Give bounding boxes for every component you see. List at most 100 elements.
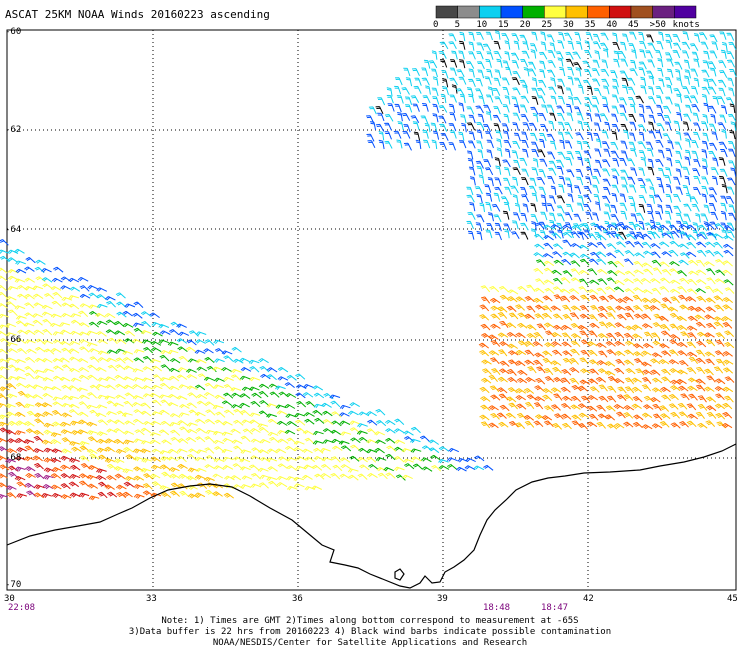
wind-barb xyxy=(178,331,190,337)
wind-barb xyxy=(140,410,152,417)
wind-barb xyxy=(592,212,599,221)
wind-barb xyxy=(421,67,429,77)
wind-barb xyxy=(431,139,438,150)
wind-barb xyxy=(302,448,313,454)
wind-barb xyxy=(683,113,692,122)
wind-barb xyxy=(494,222,502,232)
wind-barb xyxy=(562,231,573,238)
wind-barb xyxy=(195,339,206,344)
wind-barb xyxy=(696,241,707,248)
wind-barb xyxy=(615,241,626,248)
wind-barb xyxy=(675,160,683,169)
wind-barb xyxy=(675,69,681,79)
wind-barb xyxy=(231,346,242,353)
wind-barb xyxy=(710,167,719,176)
wind-barb xyxy=(700,213,709,222)
wind-barb xyxy=(276,410,288,415)
wind-barb xyxy=(420,457,432,463)
wind-barb xyxy=(540,41,547,51)
wind-barb xyxy=(475,160,484,169)
wind-barb xyxy=(60,285,72,290)
wind-barb xyxy=(480,323,491,331)
wind-barb xyxy=(359,464,370,471)
wind-barb xyxy=(647,42,656,51)
wind-barb xyxy=(43,429,54,435)
wind-barb xyxy=(197,482,208,489)
wind-barb xyxy=(149,392,160,398)
wind-barb xyxy=(542,388,553,394)
wind-barb xyxy=(629,132,636,142)
wind-barb xyxy=(695,411,705,419)
wind-barb xyxy=(707,61,717,70)
wind-barb xyxy=(113,428,125,434)
wind-barb xyxy=(410,448,422,453)
wind-barb xyxy=(695,378,706,385)
wind-barb xyxy=(566,183,573,193)
wind-barb xyxy=(60,483,71,490)
wind-barb xyxy=(659,405,670,412)
wind-barb xyxy=(638,150,646,159)
wind-barb xyxy=(432,130,440,140)
wind-barb xyxy=(133,322,144,328)
wind-barb xyxy=(526,324,537,331)
wind-barb xyxy=(633,234,645,240)
wind-barb xyxy=(543,224,554,230)
wind-barb xyxy=(41,268,52,273)
wind-barb xyxy=(458,50,465,60)
wind-barb xyxy=(88,292,99,299)
wind-barb xyxy=(491,204,501,212)
wind-barb xyxy=(41,402,53,408)
wind-barb xyxy=(669,368,680,374)
wind-barb xyxy=(637,141,647,149)
wind-barb xyxy=(483,124,491,133)
wind-barb xyxy=(134,429,145,436)
wind-barb xyxy=(722,411,733,419)
wind-barb xyxy=(640,277,651,284)
wind-barb xyxy=(503,201,511,211)
wind-barb xyxy=(203,376,215,382)
wind-barb xyxy=(612,78,619,88)
wind-barb xyxy=(59,322,71,327)
lon-label: 33 xyxy=(146,594,157,604)
wind-barb xyxy=(24,372,35,380)
wind-barb xyxy=(556,166,564,175)
wind-barb xyxy=(672,34,681,43)
wind-barb xyxy=(160,350,172,355)
wind-barb xyxy=(105,329,117,335)
wind-barb xyxy=(449,67,457,77)
wind-barb xyxy=(643,250,654,256)
wind-barb xyxy=(627,86,636,95)
wind-barb xyxy=(729,103,736,113)
wind-barb xyxy=(149,473,161,479)
wind-barb xyxy=(77,429,88,435)
wind-barb xyxy=(487,212,494,222)
wind-barb xyxy=(557,131,565,141)
wind-barb xyxy=(104,296,116,301)
wind-barb xyxy=(4,403,16,409)
wind-barb xyxy=(61,302,73,308)
wind-barb xyxy=(543,267,554,274)
wind-barb xyxy=(670,422,681,429)
wind-barb xyxy=(204,464,215,470)
wind-barb xyxy=(726,32,735,41)
wind-barb xyxy=(715,358,726,366)
wind-barb xyxy=(499,341,510,347)
wind-barb xyxy=(520,95,530,104)
wind-barb xyxy=(495,130,503,139)
wind-barb xyxy=(186,402,197,409)
wind-barb xyxy=(688,356,698,364)
wind-barb xyxy=(681,41,691,50)
wind-barb xyxy=(701,185,709,195)
wind-barb xyxy=(703,50,710,60)
wind-barb xyxy=(0,427,10,434)
wind-barb xyxy=(674,141,683,150)
wind-barb xyxy=(607,260,618,268)
wind-barb xyxy=(105,376,116,381)
wind-barb xyxy=(275,385,286,391)
wind-barb xyxy=(231,439,243,445)
wind-barb xyxy=(543,322,555,329)
wind-barb xyxy=(488,334,499,340)
wind-barb xyxy=(493,192,501,202)
wind-barb xyxy=(632,421,643,429)
wind-barb xyxy=(233,408,244,416)
